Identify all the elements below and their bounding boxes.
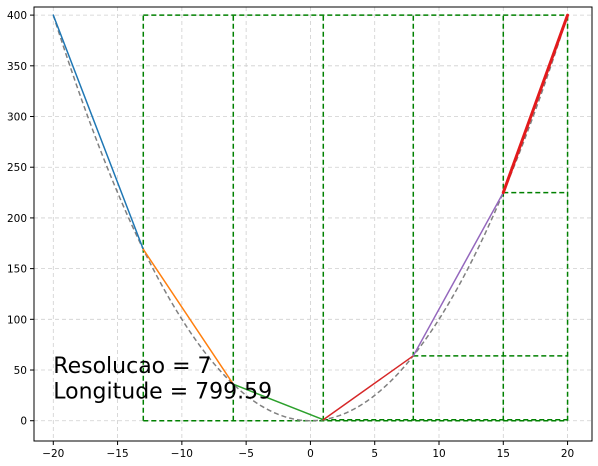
curve-line	[52, 14, 569, 422]
segment-line	[142, 248, 235, 385]
x-tick-label: −15	[106, 448, 128, 460]
annotation-text: Longitude = 799.59	[53, 379, 272, 404]
x-tick-label: 5	[371, 448, 378, 460]
plot-frame	[33, 6, 593, 442]
y-tick-label: 100	[7, 314, 27, 326]
guide-lines	[142, 14, 569, 422]
x-tick-label: 10	[432, 448, 445, 460]
segment-line	[501, 13, 570, 195]
x-tick-label: 15	[497, 448, 510, 460]
y-tick-label: 200	[7, 213, 27, 225]
y-tick-label: 350	[7, 61, 27, 73]
x-axis: −20 −15 −10 −5 0 5 10 15 20	[42, 441, 574, 460]
x-tick-label: −5	[238, 448, 253, 460]
y-tick-label: 300	[7, 112, 27, 124]
annotation-text: Resolucao = 7	[53, 354, 211, 379]
y-tick-label: 0	[20, 416, 27, 428]
x-tick-label: 20	[561, 448, 574, 460]
y-axis: 0 50 100 150 200 250 300 350 400	[7, 10, 34, 428]
y-tick-label: 250	[7, 162, 27, 174]
approximation-segments	[52, 13, 570, 421]
y-tick-label: 150	[7, 264, 27, 276]
x-tick-label: −20	[42, 448, 64, 460]
x-tick-label: 0	[307, 448, 314, 460]
y-tick-label: 400	[7, 10, 27, 22]
segment-line	[412, 191, 505, 357]
segment-line	[322, 355, 415, 421]
segment-line	[232, 383, 325, 421]
parabola-curve	[52, 14, 569, 422]
segment-line	[52, 14, 145, 251]
x-tick-label: −10	[171, 448, 193, 460]
y-tick-label: 50	[14, 365, 27, 377]
